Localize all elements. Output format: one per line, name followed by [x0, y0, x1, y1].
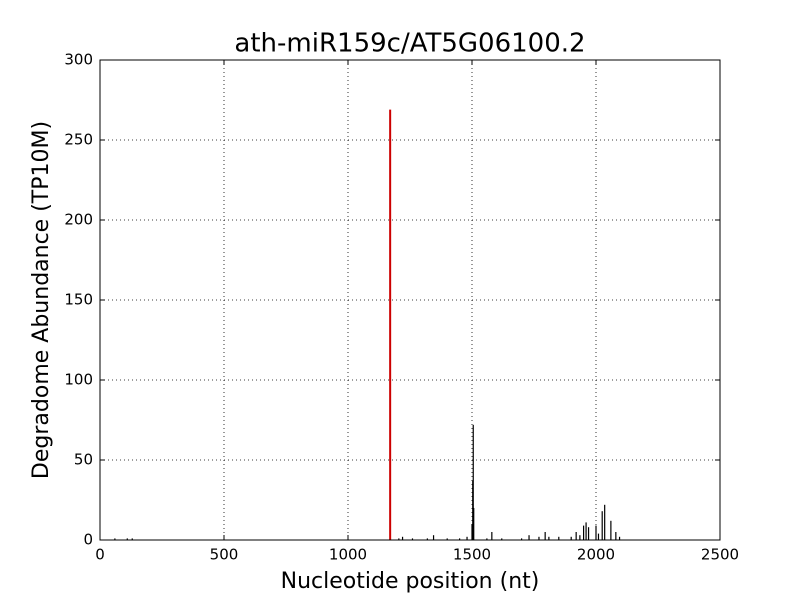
y-tick-label: 150	[64, 291, 93, 309]
y-tick-label: 100	[64, 371, 93, 389]
y-tick-label: 50	[74, 451, 93, 469]
x-tick-label: 500	[210, 546, 239, 564]
x-tick-label: 2000	[577, 546, 615, 564]
x-tick-label: 1000	[329, 546, 367, 564]
x-tick-label: 1500	[453, 546, 491, 564]
x-tick-label: 0	[95, 546, 105, 564]
y-tick-label: 200	[64, 211, 93, 229]
y-tick-label: 0	[83, 531, 93, 549]
x-tick-label: 2500	[701, 546, 739, 564]
plot-frame	[99, 59, 721, 541]
chart-title: ath-miR159c/AT5G06100.2	[234, 29, 585, 59]
y-tick-label: 300	[64, 51, 93, 69]
y-axis-label: Degradome Abundance (TP10M)	[29, 121, 54, 479]
x-axis-label: Nucleotide position (nt)	[281, 569, 540, 594]
y-tick-label: 250	[64, 131, 93, 149]
